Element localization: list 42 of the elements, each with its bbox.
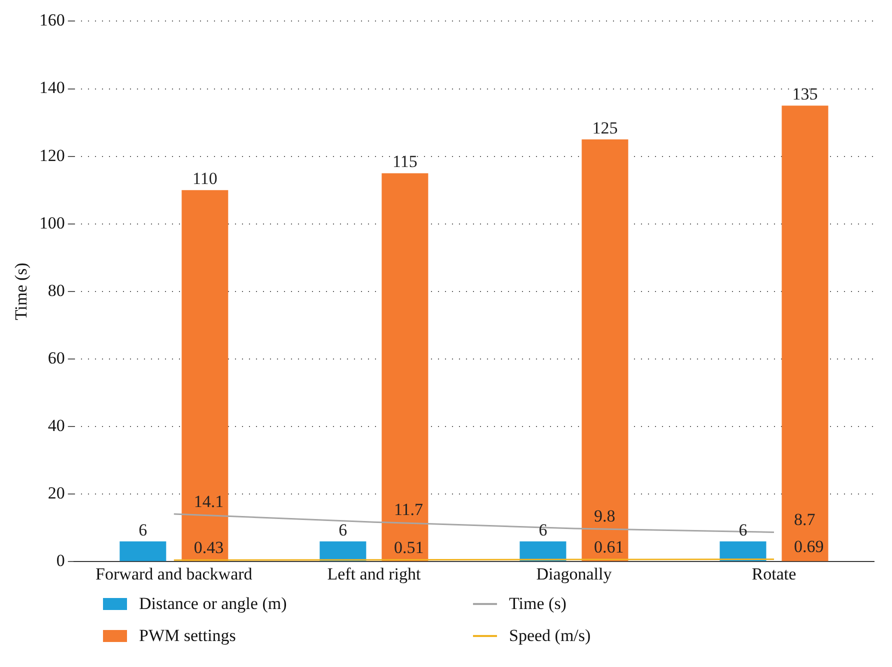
bar: [320, 541, 366, 562]
data-label: 11.7: [394, 500, 424, 520]
data-label: 0.61: [594, 538, 624, 557]
y-tick-label: 60: [48, 348, 65, 368]
x-tick-label: Left and right: [327, 564, 421, 584]
bar: [382, 173, 428, 562]
data-label: 6: [338, 520, 348, 540]
bar: [182, 190, 228, 562]
bar: [720, 541, 766, 562]
data-label: 0.51: [394, 538, 424, 557]
bar: [582, 139, 628, 562]
y-axis-title: Time (s): [12, 262, 31, 320]
data-label: 115: [392, 152, 418, 172]
data-label: 14.1: [194, 492, 224, 511]
legend-label: Time (s): [509, 594, 566, 614]
bar: [520, 541, 566, 562]
bar: [120, 541, 166, 562]
y-tick-label: 0: [56, 551, 65, 570]
data-label: 125: [592, 118, 618, 138]
data-label: 0.43: [194, 538, 224, 558]
data-label: 6: [138, 520, 148, 540]
data-label: 9.8: [594, 506, 616, 526]
legend-label: Speed (m/s): [509, 626, 591, 646]
data-label: 6: [738, 520, 748, 540]
y-tick-label: 120: [39, 146, 65, 165]
data-label: 135: [792, 84, 818, 104]
y-tick-label: 20: [48, 484, 65, 503]
data-label: 0.69: [794, 537, 824, 556]
x-tick-label: Diagonally: [536, 564, 612, 584]
y-tick-label: 100: [39, 213, 65, 232]
bar: [782, 106, 828, 562]
y-tick-label: 160: [39, 10, 65, 30]
y-tick-label: 80: [48, 280, 65, 300]
data-label: 6: [538, 520, 548, 540]
x-tick-label: Rotate: [752, 564, 796, 584]
y-tick-label: 40: [48, 416, 65, 435]
x-tick-label: Forward and backward: [96, 564, 253, 584]
legend-label: Distance or angle (m): [139, 594, 287, 614]
data-label: 110: [192, 169, 218, 188]
y-tick-label: 140: [39, 78, 65, 98]
legend-label: PWM settings: [139, 626, 236, 646]
data-label: 8.7: [794, 510, 816, 530]
